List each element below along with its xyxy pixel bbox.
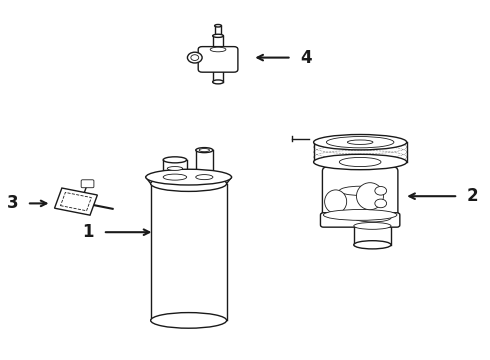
Ellipse shape — [354, 214, 391, 222]
Ellipse shape — [215, 24, 221, 27]
FancyBboxPatch shape — [320, 213, 400, 227]
Text: 4: 4 — [300, 49, 312, 67]
Text: 2: 2 — [467, 187, 479, 205]
Ellipse shape — [213, 80, 223, 84]
Ellipse shape — [151, 312, 226, 328]
Ellipse shape — [354, 222, 391, 229]
Ellipse shape — [213, 34, 223, 37]
Ellipse shape — [196, 148, 213, 153]
Ellipse shape — [339, 157, 381, 167]
Ellipse shape — [151, 176, 226, 192]
Ellipse shape — [199, 149, 210, 152]
Ellipse shape — [347, 140, 373, 144]
Ellipse shape — [323, 210, 397, 220]
Ellipse shape — [339, 186, 381, 195]
Ellipse shape — [210, 47, 226, 52]
Text: 3: 3 — [6, 194, 18, 212]
Ellipse shape — [187, 52, 202, 63]
Circle shape — [375, 199, 387, 208]
Ellipse shape — [325, 190, 346, 213]
Ellipse shape — [326, 136, 394, 148]
Ellipse shape — [191, 55, 198, 60]
FancyBboxPatch shape — [322, 167, 398, 222]
Ellipse shape — [314, 135, 407, 150]
Ellipse shape — [314, 154, 407, 170]
Ellipse shape — [163, 157, 187, 163]
Ellipse shape — [196, 175, 213, 180]
Polygon shape — [61, 193, 91, 211]
Polygon shape — [54, 188, 98, 215]
Circle shape — [375, 186, 387, 195]
Ellipse shape — [354, 241, 391, 249]
Ellipse shape — [146, 169, 232, 185]
Ellipse shape — [356, 183, 384, 210]
Text: 1: 1 — [82, 223, 94, 241]
FancyBboxPatch shape — [81, 180, 94, 188]
Ellipse shape — [167, 167, 183, 170]
Ellipse shape — [163, 174, 187, 180]
FancyBboxPatch shape — [198, 46, 238, 72]
